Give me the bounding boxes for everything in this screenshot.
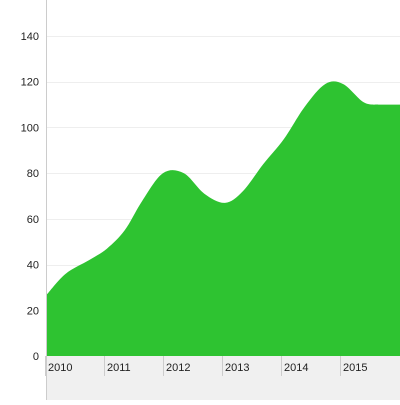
x-tick-label: 2014 <box>284 362 308 374</box>
x-axis-band <box>47 356 400 400</box>
area-series-path <box>47 81 400 356</box>
y-tick-labels: 0 20 40 60 80 100 120 140 <box>21 31 39 363</box>
x-tick-label: 2012 <box>166 362 190 374</box>
series-area <box>47 81 400 356</box>
y-tick-label: 140 <box>21 31 39 43</box>
x-tick-label: 2013 <box>225 362 249 374</box>
x-tick-labels: 2010 2011 2012 2013 2014 2015 <box>45 356 367 376</box>
y-tick-label: 60 <box>27 214 39 226</box>
y-tick-label: 100 <box>21 122 39 134</box>
y-tick-label: 120 <box>21 77 39 89</box>
x-tick-label: 2015 <box>343 362 367 374</box>
x-tick-label: 2011 <box>107 362 131 374</box>
y-tick-label: 80 <box>27 168 39 180</box>
y-tick-label: 0 <box>33 351 39 363</box>
y-tick-label: 40 <box>27 260 39 272</box>
x-tick-label: 2010 <box>48 362 72 374</box>
y-tick-label: 20 <box>27 305 39 317</box>
